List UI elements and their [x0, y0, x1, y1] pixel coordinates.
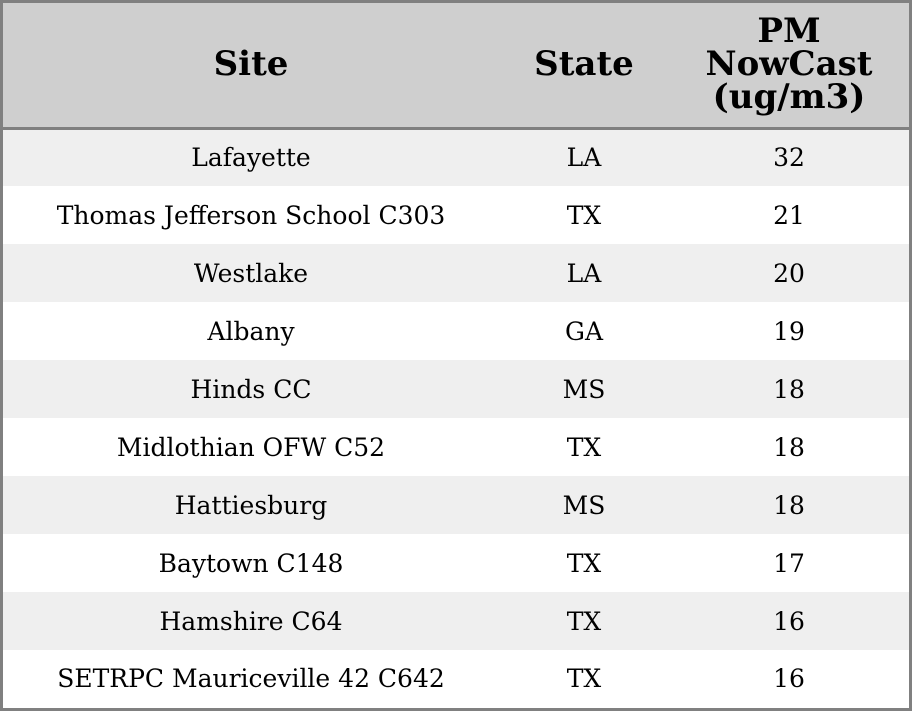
- pm-value-cell: 32: [773, 143, 805, 173]
- table-row: Thomas Jefferson School C303 TX 21: [3, 186, 909, 244]
- state-cell: MS: [562, 374, 606, 404]
- header-state: State: [499, 3, 669, 130]
- table-row: Albany GA 19: [3, 302, 909, 360]
- site-cell: Albany: [207, 316, 295, 346]
- state-cell: TX: [566, 432, 602, 462]
- header-pm-line-2: NowCast: [705, 44, 873, 85]
- table-row: SETRPC Mauriceville 42 C642 TX 16: [3, 650, 909, 706]
- header-row: Site State PM NowCast (ug/m3): [3, 3, 909, 130]
- table-row: Hattiesburg MS 18: [3, 476, 909, 534]
- pm-nowcast-table: Site State PM NowCast (ug/m3) Lafayette L…: [3, 3, 909, 706]
- table-body: Lafayette LA 32 Thomas Jefferson School C30…: [3, 128, 909, 706]
- site-cell: Westlake: [193, 258, 309, 288]
- table-header: Site State PM NowCast (ug/m3): [3, 3, 909, 130]
- state-cell: GA: [564, 316, 604, 346]
- header-site: Site: [3, 3, 499, 130]
- pm-value-cell: 18: [773, 432, 805, 462]
- state-cell: MS: [562, 490, 606, 520]
- pm-value-cell: 19: [773, 316, 805, 346]
- table-row: Hamshire C64 TX 16: [3, 592, 909, 650]
- site-cell: Hamshire C64: [159, 606, 343, 636]
- site-cell: Hattiesburg: [174, 490, 328, 520]
- table-row: Baytown C148 TX 17: [3, 534, 909, 592]
- pm-value-cell: 21: [773, 200, 805, 230]
- pm-value-cell: 20: [773, 258, 805, 288]
- state-cell: TX: [566, 606, 602, 636]
- table-row: Lafayette LA 32: [3, 128, 909, 186]
- pm-value-cell: 17: [773, 548, 805, 578]
- header-pm-line-3: (ug/m3): [712, 77, 866, 118]
- site-cell: SETRPC Mauriceville 42 C642: [57, 663, 445, 693]
- state-cell: TX: [566, 200, 602, 230]
- header-pm-line-1: PM: [757, 11, 821, 52]
- state-cell: LA: [566, 143, 602, 173]
- pm-value-cell: 16: [773, 606, 805, 636]
- pm-value-cell: 18: [773, 374, 805, 404]
- state-cell: LA: [566, 258, 602, 288]
- header-site-label: Site: [213, 44, 289, 85]
- table-row: Westlake LA 20: [3, 244, 909, 302]
- site-cell: Midlothian OFW C52: [116, 432, 386, 462]
- state-cell: TX: [566, 663, 602, 693]
- site-cell: Baytown C148: [158, 548, 344, 578]
- site-cell: Lafayette: [191, 143, 311, 173]
- site-cell: Thomas Jefferson School C303: [56, 200, 446, 230]
- site-cell: Hinds CC: [190, 374, 312, 404]
- table-row: Hinds CC MS 18: [3, 360, 909, 418]
- header-state-label: State: [534, 44, 634, 85]
- state-cell: TX: [566, 548, 602, 578]
- pm-value-cell: 18: [773, 490, 805, 520]
- pm-value-cell: 16: [773, 663, 805, 693]
- header-pm-nowcast: PM NowCast (ug/m3): [669, 3, 909, 130]
- table-row: Midlothian OFW C52 TX 18: [3, 418, 909, 476]
